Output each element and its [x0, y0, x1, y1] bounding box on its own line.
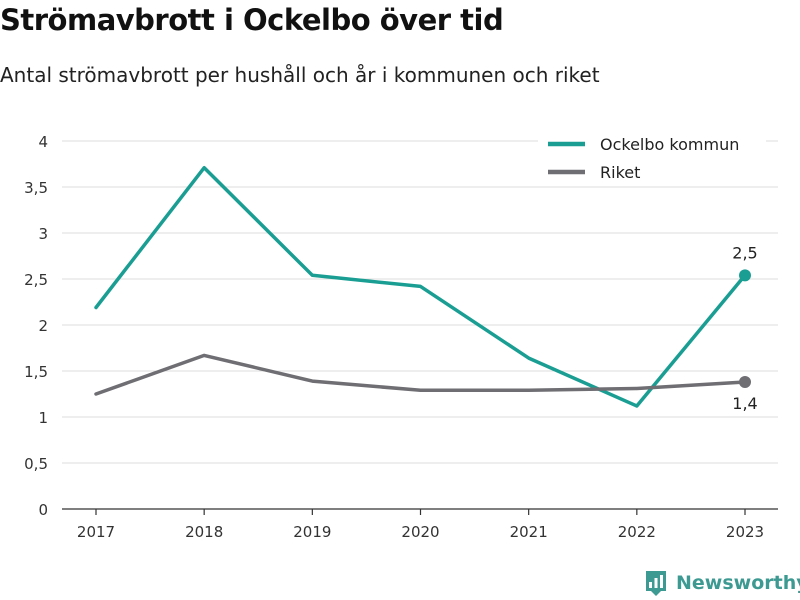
chart-subtitle: Antal strömavbrott per hushåll och år i … [0, 63, 600, 87]
series-lines: 2,5 1,4 [94, 165, 758, 413]
series-line-riket [94, 353, 747, 396]
y-tick-label: 3,5 [24, 179, 48, 197]
chart-title: Strömavbrott i Ockelbo över tid [0, 3, 504, 37]
y-tick-label: 0 [38, 501, 48, 519]
legend: Ockelbo kommun Riket [538, 128, 766, 186]
legend-label: Ockelbo kommun [600, 135, 739, 154]
brand: Newsworthy [644, 568, 800, 598]
x-tick-label: 2023 [726, 523, 764, 541]
x-tick-label: 2022 [618, 523, 656, 541]
y-tick-label: 2,5 [24, 271, 48, 289]
y-tick-label: 3 [38, 225, 48, 243]
series-endpoint [739, 269, 751, 282]
x-tick-label: 2017 [77, 523, 115, 541]
y-tick-label: 0,5 [24, 455, 48, 473]
y-tick-label: 4 [38, 133, 48, 151]
data-label: 1,4 [732, 394, 757, 413]
x-tick-label: 2018 [185, 523, 223, 541]
x-tick-label: 2019 [293, 523, 331, 541]
newsworthy-logo-icon [646, 571, 666, 596]
data-label: 2,5 [732, 243, 757, 262]
gridlines [62, 140, 778, 464]
axes: 0 0,5 1 1,5 2 2,5 3 3,5 4 2017 2018 2019 2020 2021 202… [24, 133, 778, 541]
y-tick-label: 2 [38, 317, 48, 335]
brand-name: Newsworthy [676, 572, 800, 594]
y-tick-label: 1,5 [24, 363, 48, 381]
legend-background [538, 128, 766, 186]
series-line-ockelbo [94, 165, 747, 408]
x-tick-label: 2021 [510, 523, 548, 541]
legend-label: Riket [600, 163, 640, 182]
series-endpoint [739, 376, 751, 389]
x-tick-label: 2020 [401, 523, 439, 541]
y-tick-label: 1 [38, 409, 48, 427]
